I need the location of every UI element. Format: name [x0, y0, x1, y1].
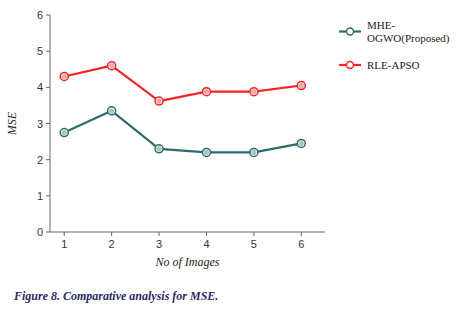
y-tick-label: 5	[37, 45, 43, 57]
legend-marker	[347, 28, 354, 35]
x-tick	[301, 232, 302, 236]
series-marker	[202, 148, 210, 156]
marker-fill	[299, 83, 304, 88]
marker-fill	[62, 130, 67, 135]
y-tick	[46, 195, 50, 196]
x-tick-label: 4	[203, 238, 209, 250]
plot-area	[60, 62, 305, 157]
marker-fill	[62, 74, 67, 79]
series-marker	[202, 88, 210, 96]
x-axis-line	[50, 232, 325, 233]
y-tick	[46, 159, 50, 160]
x-tick	[253, 232, 254, 236]
y-tick	[46, 123, 50, 124]
marker-fill	[109, 63, 114, 68]
y-tick	[46, 232, 50, 233]
marker-fill	[156, 146, 161, 151]
legend-label: MHE-OGWO(Proposed)	[367, 19, 450, 45]
marker-fill	[251, 89, 256, 94]
x-tick	[111, 232, 112, 236]
x-tick-label: 2	[109, 238, 115, 250]
y-tick	[46, 51, 50, 52]
marker-fill	[156, 98, 161, 103]
legend: MHE-OGWO(Proposed) RLE-APSO	[339, 19, 450, 71]
marker-fill	[251, 150, 256, 155]
series-marker	[155, 97, 163, 105]
marker-fill	[109, 108, 114, 113]
x-axis-label: No of Images	[155, 255, 220, 269]
y-axis-label: MSE	[5, 111, 19, 136]
series-marker	[297, 139, 305, 147]
caption: Figure 8. Comparative analysis for MSE.	[13, 289, 218, 303]
y-tick-label: 1	[37, 190, 43, 202]
y-tick-label: 0	[37, 226, 43, 238]
x-tick	[159, 232, 160, 236]
series-marker	[108, 107, 116, 115]
y-tick	[46, 87, 50, 88]
marker-fill	[299, 141, 304, 146]
series-marker	[60, 129, 68, 137]
x-tick	[64, 232, 65, 236]
y-tick-label: 4	[37, 81, 43, 93]
series-marker	[155, 145, 163, 153]
series-line	[64, 66, 301, 101]
x-tick	[206, 232, 207, 236]
series-marker	[250, 88, 258, 96]
series-marker	[297, 82, 305, 90]
x-tick-label: 5	[251, 238, 257, 250]
series-marker	[60, 72, 68, 80]
y-tick-label: 6	[37, 9, 43, 21]
x-tick-label: 3	[156, 238, 162, 250]
series-marker	[108, 62, 116, 70]
y-tick-label: 2	[37, 154, 43, 166]
x-tick-label: 6	[298, 238, 304, 250]
series-marker	[250, 148, 258, 156]
legend-label: RLE-APSO	[367, 59, 420, 71]
series-line	[64, 111, 301, 153]
y-tick-label: 3	[37, 118, 43, 130]
marker-fill	[204, 89, 209, 94]
y-tick	[46, 15, 50, 16]
x-tick-label: 1	[61, 238, 67, 250]
chart: 1 2 3 4 5 6 0 1 2 3 4 5 6 No of Images MSE MHE-OGWO(Pro…	[0, 0, 476, 310]
marker-fill	[204, 150, 209, 155]
legend-marker	[347, 62, 354, 69]
